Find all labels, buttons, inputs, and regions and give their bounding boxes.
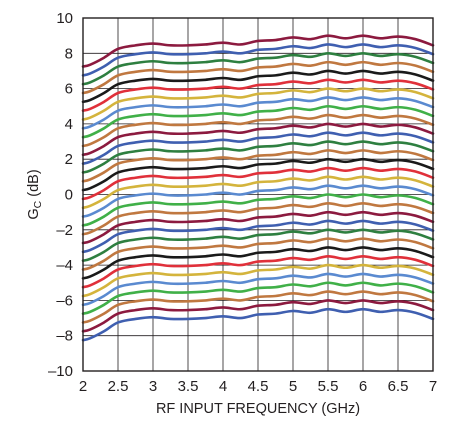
grid bbox=[83, 18, 433, 371]
series-line bbox=[81, 131, 435, 165]
series-line bbox=[81, 78, 435, 112]
x-tick-label: 5.5 bbox=[318, 378, 339, 395]
series-line bbox=[81, 87, 435, 121]
x-tick-label: 6 bbox=[359, 378, 367, 395]
y-tick-label: 8 bbox=[65, 45, 73, 62]
series-line bbox=[81, 246, 435, 280]
y-tick-labels: –10 –8 –6 –4 –2 0 2 4 6 8 10 bbox=[48, 10, 73, 380]
series-line bbox=[81, 157, 435, 192]
x-tick-label: 5 bbox=[289, 378, 297, 395]
x-tick-label: 7 bbox=[429, 378, 437, 395]
series-line bbox=[81, 166, 435, 201]
x-tick-label: 4 bbox=[219, 378, 227, 395]
series-line bbox=[81, 43, 435, 77]
series-line bbox=[81, 299, 435, 333]
y-tick-label: –6 bbox=[56, 292, 73, 309]
y-tick-label: 6 bbox=[65, 81, 73, 98]
series-line bbox=[81, 202, 435, 236]
x-tick-label: 4.5 bbox=[248, 378, 269, 395]
y-axis-label-subscript: C bbox=[32, 200, 44, 208]
y-tick-label: –10 bbox=[48, 363, 73, 380]
y-axis-label-main: G bbox=[26, 208, 42, 219]
series-line bbox=[81, 193, 435, 227]
series-line bbox=[81, 228, 435, 262]
series-line bbox=[81, 104, 435, 139]
y-axis-label: GC (dB) bbox=[26, 169, 44, 219]
y-tick-label: 4 bbox=[65, 116, 73, 133]
y-tick-label: 0 bbox=[65, 187, 73, 204]
series-line bbox=[81, 263, 435, 298]
series-line bbox=[81, 96, 435, 130]
plot-frame bbox=[82, 17, 434, 372]
series-line bbox=[81, 307, 435, 342]
series-line bbox=[81, 122, 435, 157]
series-line bbox=[81, 281, 435, 315]
series-line bbox=[81, 69, 435, 104]
x-tick-label: 3 bbox=[149, 378, 157, 395]
series-line bbox=[81, 290, 435, 324]
x-tick-label: 2 bbox=[79, 378, 87, 395]
series-line bbox=[81, 149, 435, 183]
series-line bbox=[81, 219, 435, 254]
series-line bbox=[81, 113, 435, 148]
y-axis-label-unit: (dB) bbox=[26, 169, 42, 200]
y-tick-label: 10 bbox=[56, 10, 73, 27]
x-tick-label: 2.5 bbox=[108, 378, 129, 395]
y-tick-label: –4 bbox=[56, 257, 73, 274]
series-line bbox=[81, 140, 435, 174]
series-line bbox=[81, 175, 435, 210]
y-tick-label: –2 bbox=[56, 222, 73, 239]
x-tick-label: 3.5 bbox=[178, 378, 199, 395]
x-tick-labels: 2 2.5 3 3.5 4 4.5 5 5.5 6 6.5 7 bbox=[79, 378, 437, 395]
x-tick-label: 6.5 bbox=[388, 378, 409, 395]
series-line bbox=[81, 272, 435, 307]
y-tick-label: 2 bbox=[65, 151, 73, 168]
x-axis-label: RF INPUT FREQUENCY (GHz) bbox=[156, 401, 360, 417]
series-line bbox=[81, 184, 435, 218]
series-line bbox=[81, 60, 435, 95]
series-group bbox=[81, 34, 435, 342]
y-tick-label: –8 bbox=[56, 328, 73, 345]
series-line bbox=[81, 254, 435, 289]
series-line bbox=[81, 237, 435, 271]
series-line bbox=[81, 34, 435, 68]
series-line bbox=[81, 210, 435, 245]
series-line bbox=[81, 51, 435, 86]
